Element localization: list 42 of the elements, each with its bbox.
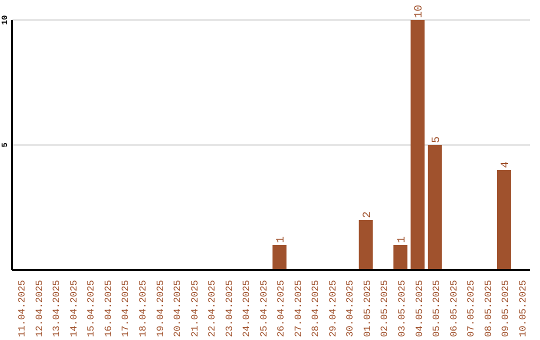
x-tick-label: 24.04.2025 [241,280,252,338]
bar [496,170,511,270]
x-tick-label: 16.04.2025 [102,280,114,338]
x-tick-label: 13.04.2025 [51,280,62,338]
bar [428,145,442,270]
x-tick-label: 17.04.2025 [120,280,132,338]
x-tick-label: 25.04.2025 [258,280,270,338]
x-tick-label: 14.04.2025 [68,280,80,338]
x-tick-label: 02.05.2025 [379,280,390,338]
x-tick-label: 26.04.2025 [276,280,287,338]
x-tick-label: 27.04.2025 [292,280,304,338]
x-tick-label: 12.04.2025 [34,280,45,338]
x-tick-label: 07.05.2025 [466,280,477,338]
x-tick-label: 03.05.2025 [396,280,408,338]
x-tick-label: 23.04.2025 [224,280,235,338]
x-tick-label: 30.04.2025 [344,280,356,338]
x-tick-label: 21.04.2025 [189,280,200,338]
data-label: 10 [414,4,426,18]
x-tick-label: 04.05.2025 [414,280,425,338]
x-tick-label: 01.05.2025 [362,280,373,338]
data-label: 1 [276,236,288,243]
bar [358,220,373,270]
x-tick-label: 22.04.2025 [206,280,218,338]
x-tick-label: 08.05.2025 [482,280,494,338]
x-tick-label: 19.04.2025 [154,280,166,338]
x-tick-label: 20.04.2025 [172,280,184,338]
x-tick-label: 10.05.2025 [517,280,528,338]
data-label: 4 [500,161,512,168]
x-tick-label: 15.04.2025 [86,280,97,338]
data-label: 2 [362,211,374,218]
x-tick-label: 18.04.2025 [138,280,148,338]
x-tick-label: 29.04.2025 [327,280,338,338]
x-tick-label: 05.05.2025 [431,280,442,338]
data-label: 5 [430,136,443,143]
bar [272,245,286,270]
x-tick-label: 11.04.2025 [16,280,28,338]
data-label: 1 [396,236,408,243]
x-tick-label: 28.04.2025 [310,280,322,338]
bar [393,245,408,270]
x-tick-label: 09.05.2025 [500,280,512,338]
x-tick-label: 06.05.2025 [448,280,460,338]
bar [410,20,425,270]
